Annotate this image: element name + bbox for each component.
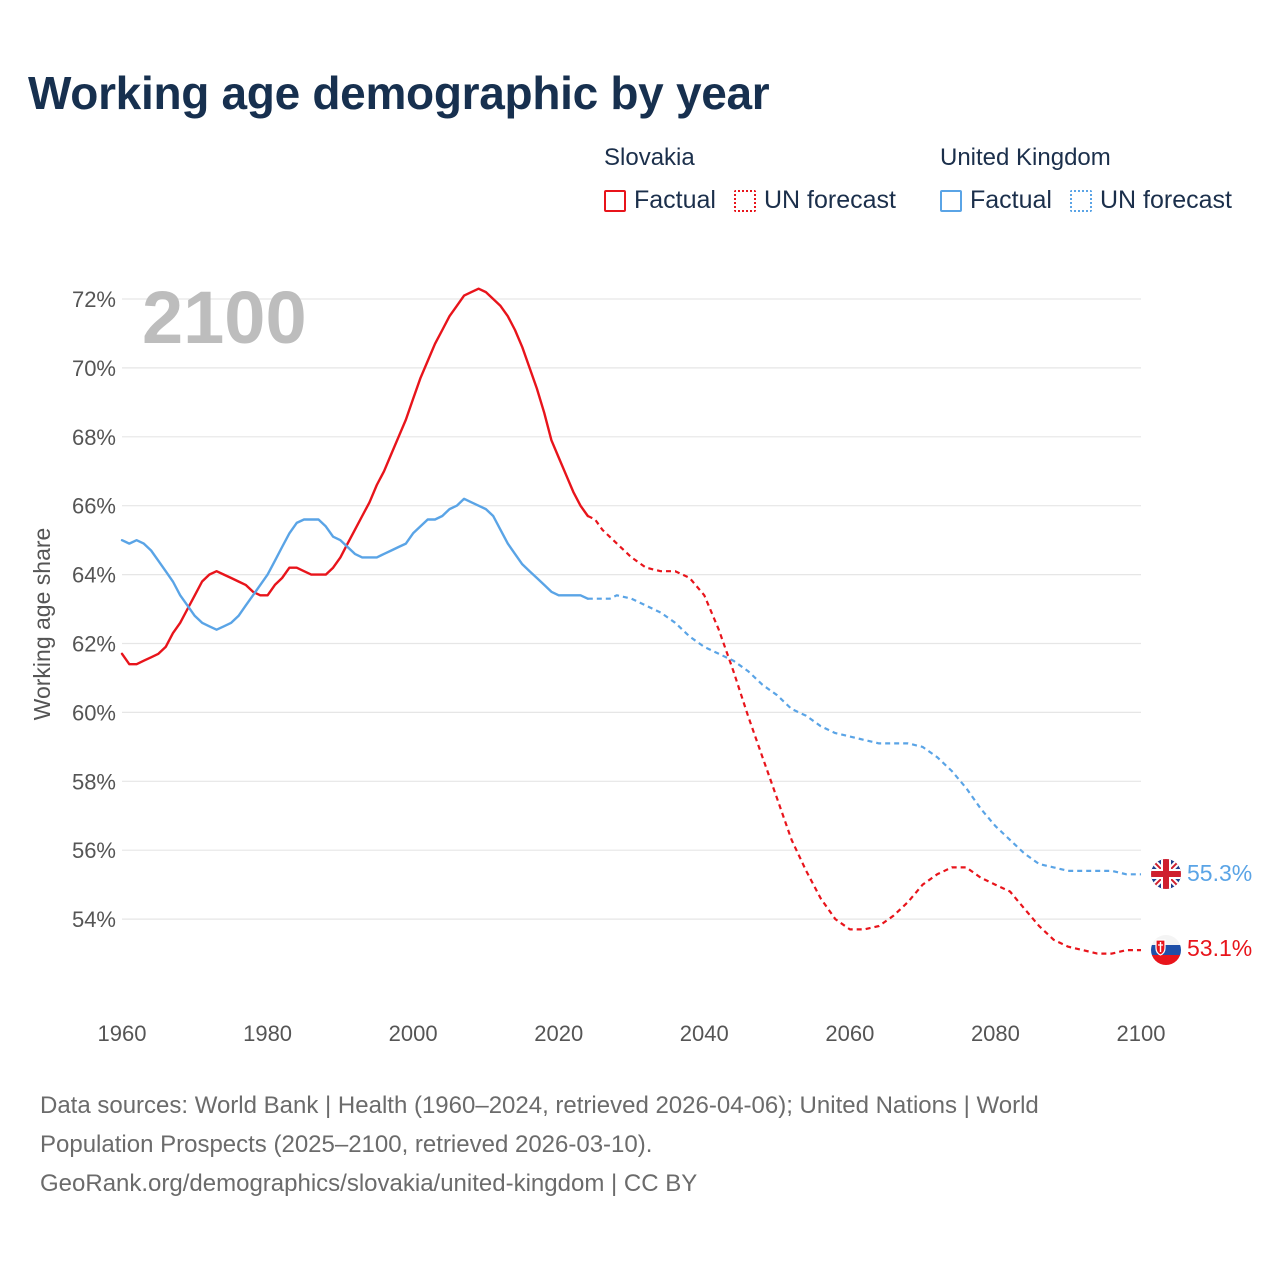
slovakia-flag-icon — [1151, 935, 1181, 965]
x-tick-label: 2040 — [680, 1021, 729, 1046]
legend-label-slovakia-factual: Factual — [634, 186, 716, 214]
axes: 54% 56% 58% 60% 62% 64% 66% 68% 70% 72% 1960 1980 20… — [29, 287, 1165, 1046]
slovakia-factual-line — [120, 287, 589, 666]
legend-item-united-kingdom-factual[interactable]: Factual — [940, 186, 1052, 215]
legend-label-united-kingdom-forecast: UN forecast — [1099, 186, 1232, 214]
legend-group-slovakia: Slovakia Factual UN forecast — [604, 144, 914, 215]
legend-swatch-united-kingdom-factual — [940, 189, 962, 212]
y-tick-label: 62% — [72, 632, 116, 657]
legend-group-united-kingdom: United Kingdom Factual UN forecast — [940, 144, 1250, 215]
x-tick-label: 2100 — [1117, 1021, 1166, 1046]
x-tick-label: 2020 — [534, 1021, 583, 1046]
gridlines — [122, 298, 1141, 920]
footer-sources-line-1: Data sources: World Bank | Health (1960–… — [40, 1092, 1039, 1119]
legend-item-slovakia-forecast[interactable]: UN forecast — [733, 186, 896, 215]
end-value-slovakia: 53.1% — [1187, 935, 1252, 961]
legend-heading-slovakia: Slovakia — [604, 144, 695, 171]
x-tick-label: 1980 — [243, 1021, 292, 1046]
y-tick-label: 58% — [72, 769, 116, 794]
chart-title: Working age demographic by year — [28, 67, 770, 119]
footer-attribution-link[interactable]: GeoRank.org/demographics/slovakia/united… — [40, 1170, 698, 1197]
y-tick-label: 70% — [72, 356, 116, 381]
footer-sources: Data sources: World Bank | Health (1960–… — [40, 1086, 1220, 1203]
x-tick-label: 2080 — [971, 1021, 1020, 1046]
legend-label-slovakia-forecast: UN forecast — [763, 186, 896, 214]
legend-swatch-united-kingdom-forecast — [1069, 189, 1092, 212]
y-tick-label: 72% — [72, 287, 116, 312]
year-watermark: 2100 — [142, 276, 307, 359]
legend-label-united-kingdom-factual: Factual — [970, 186, 1052, 214]
x-tick-label: 1960 — [98, 1021, 147, 1046]
united-kingdom-factual-line — [120, 497, 589, 631]
x-tick-label: 2000 — [389, 1021, 438, 1046]
footer-sources-line-2: Population Prospects (2025–2100, retriev… — [40, 1131, 653, 1158]
y-tick-label: 68% — [72, 425, 116, 450]
y-tick-label: 60% — [72, 700, 116, 725]
legend-item-slovakia-factual[interactable]: Factual — [604, 186, 716, 215]
y-tick-label: 56% — [72, 838, 116, 863]
y-tick-label: 64% — [72, 563, 116, 588]
united-kingdom-forecast-line — [587, 594, 1141, 876]
legend-heading-united-kingdom: United Kingdom — [940, 144, 1111, 171]
end-value-united-kingdom: 55.3% — [1187, 860, 1252, 886]
y-tick-label: 54% — [72, 907, 116, 932]
y-tick-label: 66% — [72, 494, 116, 519]
legend-item-united-kingdom-forecast[interactable]: UN forecast — [1069, 186, 1232, 215]
slovakia-forecast-line — [587, 515, 1141, 955]
y-axis-title: Working age share — [29, 528, 55, 721]
legend-swatch-slovakia-forecast — [733, 189, 756, 212]
legend-swatch-slovakia-factual — [604, 189, 626, 212]
series-lines — [120, 287, 1141, 955]
x-tick-label: 2060 — [825, 1021, 874, 1046]
united-kingdom-flag-icon — [1151, 859, 1181, 889]
